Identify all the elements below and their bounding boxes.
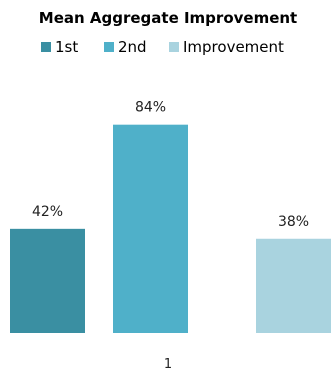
legend-label-1st: 1st	[55, 38, 78, 56]
legend-label-2nd: 2nd	[118, 38, 147, 56]
bars	[10, 124, 331, 334]
data-label-2nd: 84%	[135, 100, 166, 116]
bar-2nd	[113, 124, 188, 334]
legend-swatch-2nd	[104, 42, 114, 52]
x-axis-ticks: 1	[164, 357, 172, 371]
data-labels: 42% 84% 38%	[32, 100, 309, 230]
legend-swatch-improvement	[169, 42, 179, 52]
x-tick-label: 1	[164, 357, 172, 371]
legend: 1st 2nd Improvement	[41, 38, 284, 56]
bar-improvement	[256, 238, 331, 333]
legend-label-improvement: Improvement	[183, 38, 284, 56]
chart-title: Mean Aggregate Improvement	[39, 9, 297, 27]
data-label-1st: 42%	[32, 204, 63, 220]
legend-swatch-1st	[41, 42, 51, 52]
data-label-improvement: 38%	[278, 214, 309, 230]
bar-1st	[10, 228, 85, 333]
